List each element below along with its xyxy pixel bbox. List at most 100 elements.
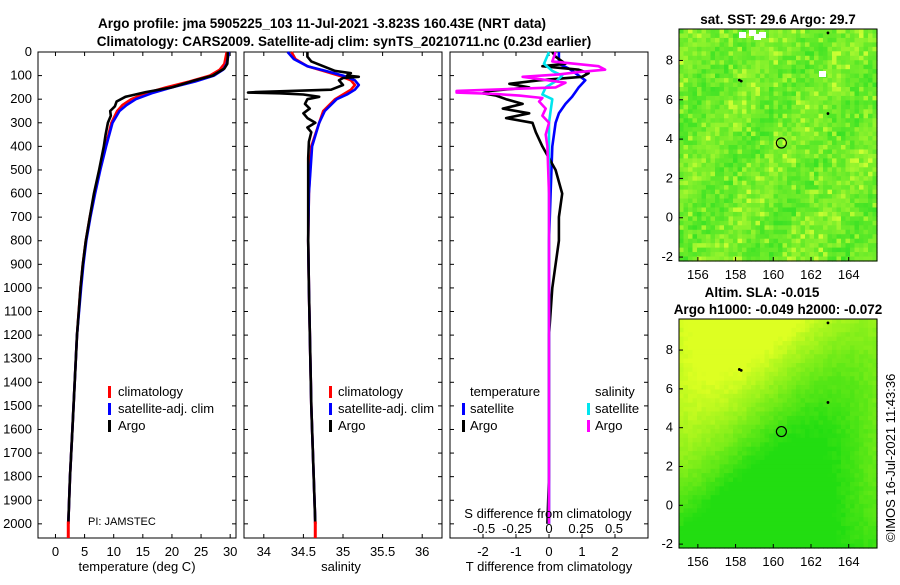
map-cell (809, 203, 815, 209)
map-cell (760, 539, 766, 545)
map-cell (746, 385, 752, 391)
map-cell (796, 429, 802, 435)
map-cell (827, 158, 833, 164)
map-cell (715, 503, 721, 509)
map-cell (854, 91, 860, 97)
map-cell (773, 499, 779, 505)
map-cell (872, 455, 878, 461)
map-cell (845, 207, 851, 213)
map-cell (755, 534, 761, 540)
map-cell (868, 69, 874, 75)
map-cell (737, 481, 743, 487)
map-cell (800, 203, 806, 209)
map-cell (715, 420, 721, 426)
map-cell (724, 543, 730, 549)
map-cell (746, 55, 752, 61)
map-cell (737, 319, 743, 324)
map-cell (751, 55, 757, 61)
map-cell (832, 530, 838, 536)
map-cell (706, 42, 712, 48)
map-cell (809, 252, 815, 258)
map-cell (773, 82, 779, 88)
map-cell (805, 464, 811, 470)
map-cell (679, 229, 685, 235)
map-cell (868, 60, 874, 66)
map-cell (773, 424, 779, 430)
map-cell (755, 442, 761, 448)
map-cell (692, 42, 698, 48)
map-cell (728, 424, 734, 430)
map-cell (728, 336, 734, 342)
map-cell (818, 446, 824, 452)
map-cell (872, 367, 878, 373)
map-cell (872, 180, 878, 186)
map-cell (782, 446, 788, 452)
map-cell (724, 33, 730, 39)
map-cell (692, 185, 698, 191)
s-difference-tick-label: -0.5 (473, 521, 495, 536)
map-cell (701, 503, 707, 509)
map-cell (778, 189, 784, 195)
map-cell (697, 512, 703, 518)
map-cell (697, 464, 703, 470)
map-cell (863, 216, 869, 222)
map-cell (697, 247, 703, 253)
map-cell (845, 354, 851, 360)
map-cell (827, 534, 833, 540)
map-cell (710, 473, 716, 479)
map-cell (859, 229, 865, 235)
map-cell (823, 525, 829, 531)
map-cell (863, 100, 869, 106)
map-cell (796, 319, 802, 324)
map-cell (728, 216, 734, 222)
map-lon-label: 162 (800, 267, 822, 282)
map-cell (841, 477, 847, 483)
map-cell (742, 95, 748, 101)
map-cell (845, 234, 851, 240)
map-cell (746, 64, 752, 70)
map-cell (760, 234, 766, 240)
map-cell (746, 127, 752, 133)
map-cell (737, 252, 743, 258)
map-cell (863, 543, 869, 549)
map-cell (800, 176, 806, 182)
map-cell (760, 389, 766, 395)
map-cell (692, 473, 698, 479)
map-cell (832, 69, 838, 75)
map-cell (800, 495, 806, 501)
map-cell (796, 60, 802, 66)
map-cell (791, 153, 797, 159)
map-cell (854, 185, 860, 191)
map-cell (733, 78, 739, 84)
map-cell (769, 481, 775, 487)
map-cell (733, 109, 739, 115)
map-cell (728, 486, 734, 492)
map-cell (872, 211, 878, 217)
map-cell (701, 367, 707, 373)
map-cell (719, 64, 725, 70)
map-cell (679, 194, 685, 200)
map-cell (679, 341, 685, 347)
map-cell (751, 376, 757, 382)
map-cell (859, 486, 865, 492)
map-cell (814, 194, 820, 200)
map-cell (854, 429, 860, 435)
map-cell (854, 95, 860, 101)
map-cell (742, 243, 748, 249)
map-cell (692, 238, 698, 244)
map-cell (800, 517, 806, 523)
map-cell (859, 118, 865, 124)
map-cell (832, 247, 838, 253)
map-cell (769, 162, 775, 168)
map-cell (827, 481, 833, 487)
map-cell (683, 468, 689, 474)
map-cell (751, 539, 757, 545)
map-cell (683, 451, 689, 457)
map-cell (719, 451, 725, 457)
map-cell (701, 481, 707, 487)
map-cell (814, 51, 820, 57)
map-cell (836, 42, 842, 48)
map-cell (832, 367, 838, 373)
map-cell (764, 477, 770, 483)
map-cell (688, 358, 694, 364)
